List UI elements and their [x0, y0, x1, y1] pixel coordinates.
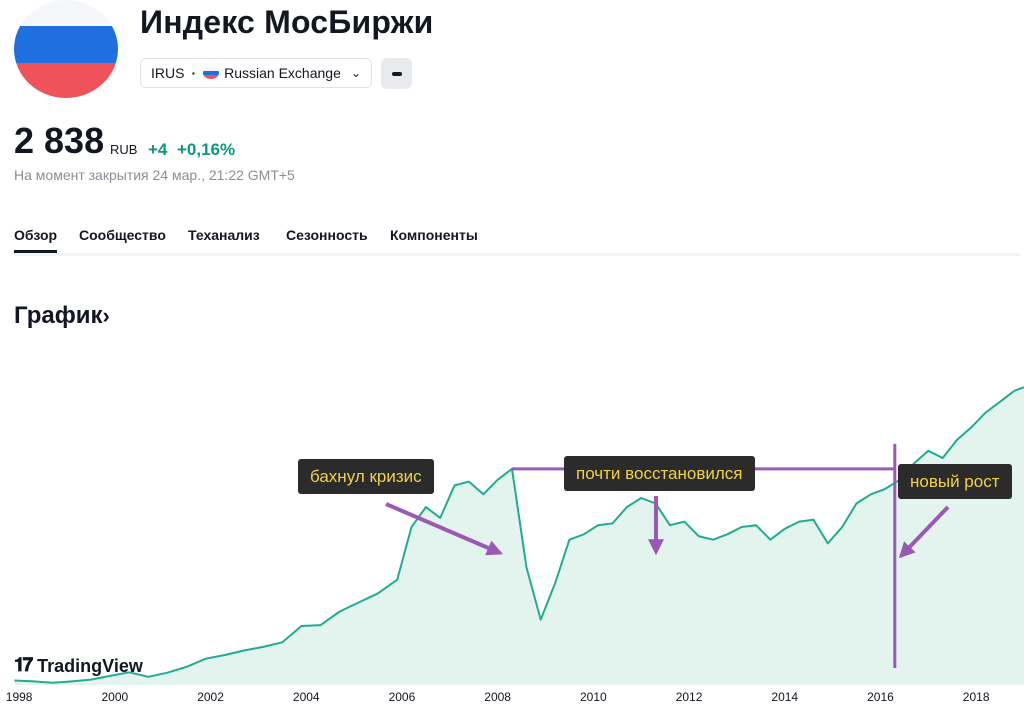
x-tick-label: 2006 [389, 690, 416, 704]
page-title: Индекс МосБиржи [140, 4, 434, 40]
x-tick-label: 2010 [580, 690, 607, 704]
x-tick-label: 2004 [293, 690, 320, 704]
annotation-crisis: бахнул кризис [298, 459, 434, 494]
chevron-right-icon: › [102, 303, 110, 328]
price-value: 2 838 [14, 120, 105, 161]
quote-timestamp: На момент закрытия 24 мар., 21:22 GMT+5 [14, 167, 295, 183]
x-tick-label: 1998 [6, 690, 33, 704]
price-currency: RUB [110, 142, 138, 157]
tab-bar: Обзор Сообщество Теханализ Сезонность Ко… [14, 225, 1020, 256]
index-price-chart[interactable]: 1998 2000 2002 2004 2006 2008 2010 2012 2014 2016… [0, 340, 1024, 720]
price-change-percent: +0,16% [177, 140, 236, 159]
tradingview-mark-icon: 𝟏𝟕 [14, 655, 33, 676]
x-tick-label: 2016 [867, 690, 894, 704]
new-growth-arrow [898, 505, 950, 559]
flag-red-stripe [14, 63, 118, 98]
minus-icon [391, 71, 402, 76]
tab-seasonality[interactable]: Сезонность [286, 227, 368, 243]
tab-technicals[interactable]: Теханализ [188, 227, 260, 243]
chart-section-link[interactable]: График› [14, 302, 110, 330]
x-tick-label: 2002 [197, 690, 224, 704]
x-tick-label: 2008 [484, 690, 511, 704]
price-change: +4 [148, 140, 168, 159]
separator-dot: · [191, 65, 197, 81]
flag-white-stripe [14, 0, 118, 26]
tab-components[interactable]: Компоненты [390, 227, 478, 243]
annotation-new-growth: новый рост [898, 464, 1012, 499]
russia-flag-logo [14, 0, 118, 98]
chevron-down-icon: ⌄ [350, 66, 361, 80]
x-tick-label: 2012 [676, 690, 703, 704]
symbol-label: IRUS [151, 65, 185, 81]
chart-section-title: График [14, 302, 103, 329]
x-tick-label: 2014 [771, 690, 798, 704]
more-options-button[interactable] [381, 58, 412, 89]
x-tick-label: 2000 [101, 690, 128, 704]
exchange-label: Russian Exchange [224, 65, 341, 81]
annotation-recovery: почти восстановился [564, 456, 755, 491]
series-line [14, 386, 1024, 684]
crisis-arrow [385, 502, 503, 556]
tradingview-wordmark: TradingView [37, 655, 143, 676]
tradingview-logo[interactable]: 𝟏𝟕 TradingView [14, 655, 143, 677]
symbol-exchange-selector[interactable]: IRUS · Russian Exchange ⌄ [140, 58, 372, 88]
tab-overview[interactable]: Обзор [14, 227, 58, 253]
russia-flag-icon [203, 67, 220, 79]
tab-community[interactable]: Сообщество [79, 227, 166, 243]
flag-blue-stripe [14, 26, 118, 63]
series-area-fill [14, 387, 1024, 685]
x-tick-label: 2018 [963, 690, 990, 704]
